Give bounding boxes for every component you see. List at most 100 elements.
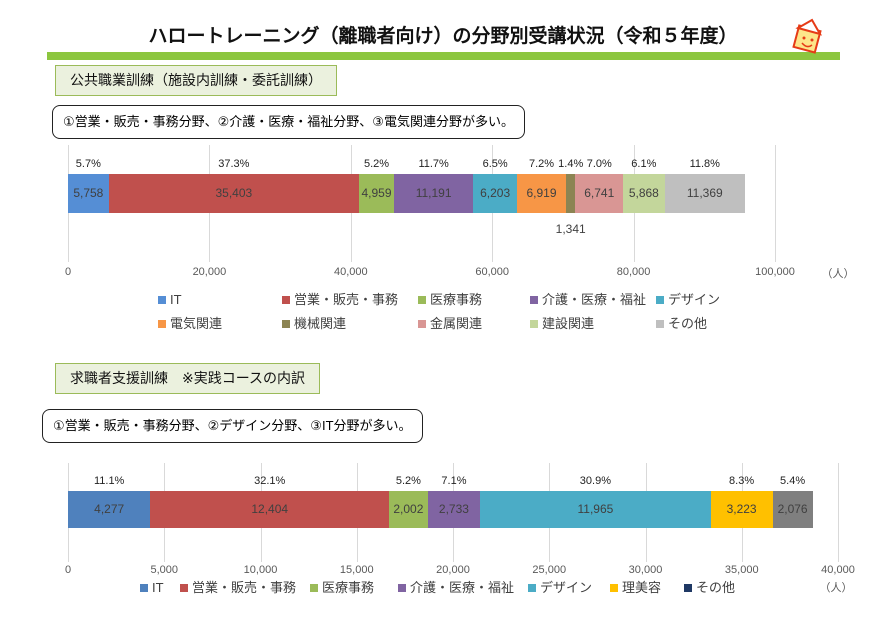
data-label: 11,369 [686, 186, 723, 201]
legend-label: デザイン [540, 580, 593, 595]
data-label: 2,002 [393, 502, 424, 517]
x-tick-label: 10,000 [243, 564, 278, 576]
percent-label: 11.1% [93, 475, 125, 487]
data-label: 3,223 [726, 502, 757, 517]
data-label: 5,758 [73, 186, 104, 201]
bar-segment: 6,919 [517, 174, 566, 213]
legend-swatch-icon [418, 319, 426, 328]
legend-item: 介護・医療・福祉 [530, 292, 646, 308]
percent-label: 6.1% [631, 158, 657, 170]
legend-item: その他 [684, 580, 735, 596]
legend-swatch-icon [282, 319, 290, 328]
data-label: 1,341 [555, 222, 586, 236]
legend-swatch-icon [656, 295, 664, 304]
legend-swatch-icon [180, 583, 188, 592]
percent-label: 1.4% [558, 158, 584, 170]
bar-segment: 11,191 [394, 174, 474, 213]
legend-swatch-icon [282, 295, 290, 304]
legend-item: 営業・販売・事務 [180, 580, 296, 596]
legend-label: 金属関連 [430, 316, 483, 331]
x-tick-label: 0 [64, 564, 72, 576]
percent-label: 5.2% [395, 475, 421, 487]
legend-swatch-icon [530, 319, 538, 328]
data-label: 6,203 [480, 186, 511, 201]
legend-label: 機械関連 [294, 316, 347, 331]
data-label: 11,965 [577, 502, 614, 517]
bar-segment: 3,223 [710, 491, 773, 528]
x-tick-label: 60,000 [475, 266, 510, 278]
bar-segment: 5,758 [68, 174, 109, 213]
legend-label: 介護・医療・福祉 [410, 580, 515, 595]
legend-swatch-icon [656, 319, 664, 328]
section2-note: ①営業・販売・事務分野、②デザイン分野、③IT分野が多い。 [42, 409, 423, 443]
legend-swatch-icon [684, 583, 692, 592]
legend-item: その他 [656, 316, 707, 332]
legend-swatch-icon [158, 295, 166, 304]
bar-segment: 2,733 [427, 491, 481, 528]
legend-label: IT [170, 292, 182, 307]
data-label: 6,919 [526, 186, 557, 201]
legend-swatch-icon [398, 583, 406, 592]
gridline [775, 145, 776, 262]
legend-swatch-icon [310, 583, 318, 592]
x-tick-label: 30,000 [628, 564, 663, 576]
percent-label: 7.1% [441, 475, 467, 487]
x-axis-unit: （人） [821, 268, 855, 280]
legend-item: IT [140, 580, 164, 596]
bar-segment: 35,403 [108, 174, 359, 213]
legend-item: IT [158, 292, 182, 308]
legend-label: その他 [668, 316, 708, 331]
x-tick-label: 20,000 [192, 266, 227, 278]
bar-segment [565, 174, 576, 213]
legend-label: 営業・販売・事務 [294, 292, 399, 307]
percent-label: 8.3% [729, 475, 755, 487]
percent-label: 30.9% [579, 475, 612, 487]
percent-label: 5.7% [75, 158, 101, 170]
x-tick-label: 15,000 [339, 564, 374, 576]
data-label: 5,868 [628, 186, 659, 201]
x-tick-label: 40,000 [821, 564, 855, 576]
bar-segment: 2,076 [772, 491, 813, 528]
bar-segment: 12,404 [150, 491, 390, 528]
title-underline [47, 52, 840, 60]
percent-label: 6.5% [482, 158, 508, 170]
legend-label: デザイン [668, 292, 721, 307]
x-axis-unit: （人） [819, 582, 853, 594]
data-label: 6,741 [584, 186, 615, 201]
legend-item: 建設関連 [530, 316, 594, 332]
legend-swatch-icon [140, 583, 148, 592]
bar-segment: 11,965 [480, 491, 711, 528]
legend-label: 医療事務 [430, 292, 483, 307]
percent-label: 7.0% [586, 158, 612, 170]
data-label: 35,403 [215, 186, 253, 201]
bar-segment: 11,369 [664, 174, 745, 213]
section2-heading: 求職者支援訓練 ※実践コースの内訳 [55, 363, 321, 394]
legend-item: 営業・販売・事務 [282, 292, 398, 308]
data-label: 12,404 [251, 502, 289, 517]
bar-segment: 2,002 [389, 491, 428, 528]
legend-label: 介護・医療・福祉 [542, 292, 647, 307]
section1-heading: 公共職業訓練（施設内訓練・委託訓練） [55, 65, 337, 96]
bar-segment: 6,203 [473, 174, 518, 213]
x-tick-label: 5,000 [150, 564, 179, 576]
legend-label: 理美容 [622, 580, 662, 595]
legend-item: 理美容 [610, 580, 661, 596]
gridline [838, 463, 839, 562]
page-title: ハロートレーニング（離職者向け）の分野別受講状況（令和５年度） [148, 26, 738, 47]
legend-item: 金属関連 [418, 316, 482, 332]
data-label: 2,733 [438, 502, 469, 517]
legend-swatch-icon [610, 583, 618, 592]
x-tick-label: 0 [64, 266, 72, 278]
percent-label: 32.1% [254, 475, 286, 487]
data-label: 2,076 [777, 502, 808, 517]
x-tick-label: 40,000 [333, 266, 368, 278]
data-label: 11,191 [415, 186, 452, 201]
x-tick-label: 80,000 [616, 266, 651, 278]
legend-item: 介護・医療・福祉 [398, 580, 514, 596]
legend-item: デザイン [528, 580, 592, 596]
bar-segment: 6,741 [575, 174, 624, 213]
legend-item: 医療事務 [310, 580, 374, 596]
legend-swatch-icon [418, 295, 426, 304]
